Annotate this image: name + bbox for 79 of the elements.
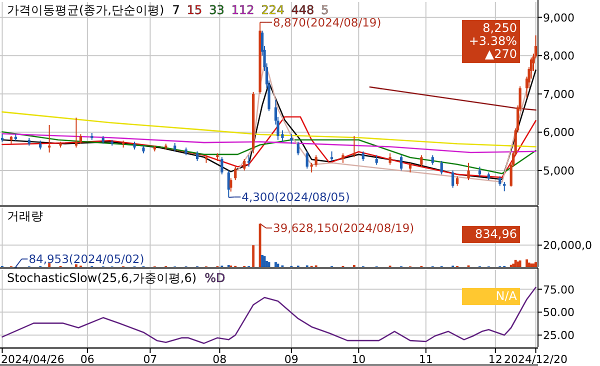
bar — [252, 245, 255, 267]
candlestick — [342, 152, 344, 164]
y-tick-label: 9,000 — [543, 11, 574, 24]
x-tick-label: 2024/12/20 — [504, 353, 568, 366]
chart-title: 가격이동평균(종가,단순이평) — [7, 3, 164, 17]
bar — [261, 254, 264, 267]
text: 5 — [321, 3, 329, 17]
candlestick — [478, 166, 482, 177]
candlestick — [388, 152, 392, 166]
candlestick — [362, 150, 364, 162]
x-tick-label: 10 — [352, 353, 366, 366]
bar — [512, 264, 515, 267]
y-tick-label: 6,000 — [543, 126, 574, 140]
chart-title: StochasticSlow(25,6,가중이평,6) — [7, 271, 197, 285]
annotation: 8,250 — [482, 21, 517, 35]
candlestick — [503, 182, 506, 192]
x-tick-label: 07 — [143, 353, 158, 366]
candlestick — [440, 160, 443, 175]
annotation: 84,953(2024/05/02) — [28, 252, 144, 266]
line-series — [2, 286, 536, 344]
annotation: 834,96 — [475, 227, 517, 241]
candlestick — [220, 156, 224, 175]
line-series — [2, 133, 536, 154]
annotation: 8,870(2024/08/19) — [273, 15, 382, 30]
candlestick — [196, 150, 199, 162]
candlestick — [498, 176, 502, 186]
annotation: +3.38% — [468, 34, 517, 48]
bar — [274, 262, 277, 267]
x-tick-label: 2024/04/26 — [1, 353, 64, 366]
candlestick — [248, 154, 250, 168]
text: 112 — [231, 3, 254, 17]
x-tick-label: 11 — [418, 353, 433, 366]
chart-title: 거래량 — [7, 209, 43, 223]
y-tick-label: 5,000 — [543, 164, 574, 178]
candlestick — [467, 162, 470, 181]
text: 448 — [291, 3, 314, 17]
candlestick — [452, 170, 454, 188]
line-series — [2, 111, 536, 148]
y-tick-label: 75.00 — [543, 283, 574, 296]
y-tick-label: 20,000,0 — [543, 239, 592, 252]
text: 33 — [209, 3, 224, 17]
annotation: ▲270 — [484, 47, 517, 61]
annotation: 4,300(2024/08/05) — [242, 190, 350, 204]
candlestick — [243, 158, 246, 172]
y-tick-label: 50.00 — [543, 306, 574, 320]
annotation: N/A — [496, 289, 518, 303]
bar — [75, 264, 78, 267]
bar — [526, 259, 528, 267]
y-tick-label: 25.00 — [543, 329, 574, 342]
candlestick — [79, 134, 82, 144]
bar — [516, 262, 520, 267]
text: %D — [204, 271, 226, 285]
candlestick — [456, 176, 459, 186]
x-tick-label: 12 — [488, 353, 502, 366]
text: 7 — [172, 3, 180, 17]
candlestick — [234, 166, 237, 181]
candlestick — [230, 178, 232, 192]
candlestick — [306, 150, 308, 170]
candlestick — [330, 150, 334, 162]
text: 15 — [186, 3, 202, 17]
x-tick-label: 08 — [212, 353, 227, 366]
x-tick-label: 06 — [80, 353, 94, 366]
candlestick — [431, 154, 434, 166]
y-tick-label: 8,000 — [543, 50, 574, 63]
candlestick — [314, 154, 318, 168]
candlestick — [375, 154, 378, 166]
bar — [48, 263, 51, 267]
bar — [276, 264, 280, 267]
annotation: 39,628,150(2024/08/19) — [273, 221, 414, 235]
text: 224 — [261, 3, 284, 17]
line-series — [2, 131, 536, 174]
bar — [534, 262, 537, 267]
bar — [518, 260, 522, 267]
candlestick — [296, 141, 300, 156]
candlestick — [420, 154, 423, 168]
candlestick — [400, 154, 403, 172]
y-tick-label: 7,000 — [543, 88, 574, 101]
x-tick-label: 09 — [284, 353, 298, 366]
candlestick — [48, 124, 51, 154]
